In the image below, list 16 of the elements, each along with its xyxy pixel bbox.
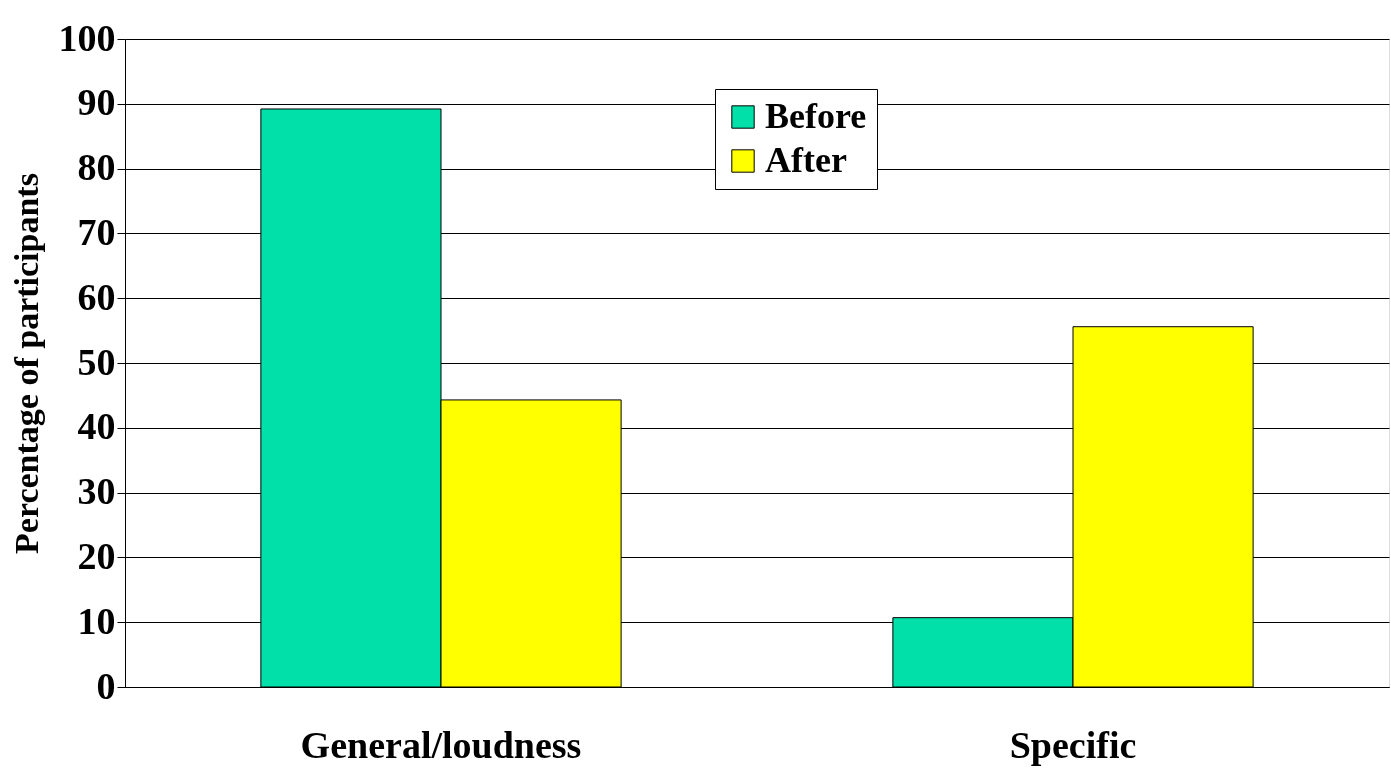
y-tick-label: 20 bbox=[77, 534, 116, 577]
y-tick-label: 50 bbox=[77, 340, 116, 383]
y-tick-label: 60 bbox=[77, 275, 116, 318]
legend-label: Before bbox=[765, 96, 867, 136]
y-tick-label: 70 bbox=[77, 210, 116, 253]
x-tick-label: General/loudness bbox=[300, 723, 582, 766]
y-tick-label: 10 bbox=[77, 599, 116, 642]
y-tick-label: 0 bbox=[96, 664, 116, 707]
y-tick-label: 30 bbox=[77, 470, 116, 513]
y-tick-label: 100 bbox=[58, 16, 116, 59]
y-tick-label: 90 bbox=[77, 81, 116, 124]
y-tick-label: 40 bbox=[77, 405, 116, 448]
y-tick-label: 80 bbox=[77, 146, 116, 189]
x-tick-label: Specific bbox=[1009, 723, 1137, 766]
legend-label: After bbox=[765, 140, 847, 180]
y-axis-title: Percentage of participants bbox=[7, 173, 45, 554]
